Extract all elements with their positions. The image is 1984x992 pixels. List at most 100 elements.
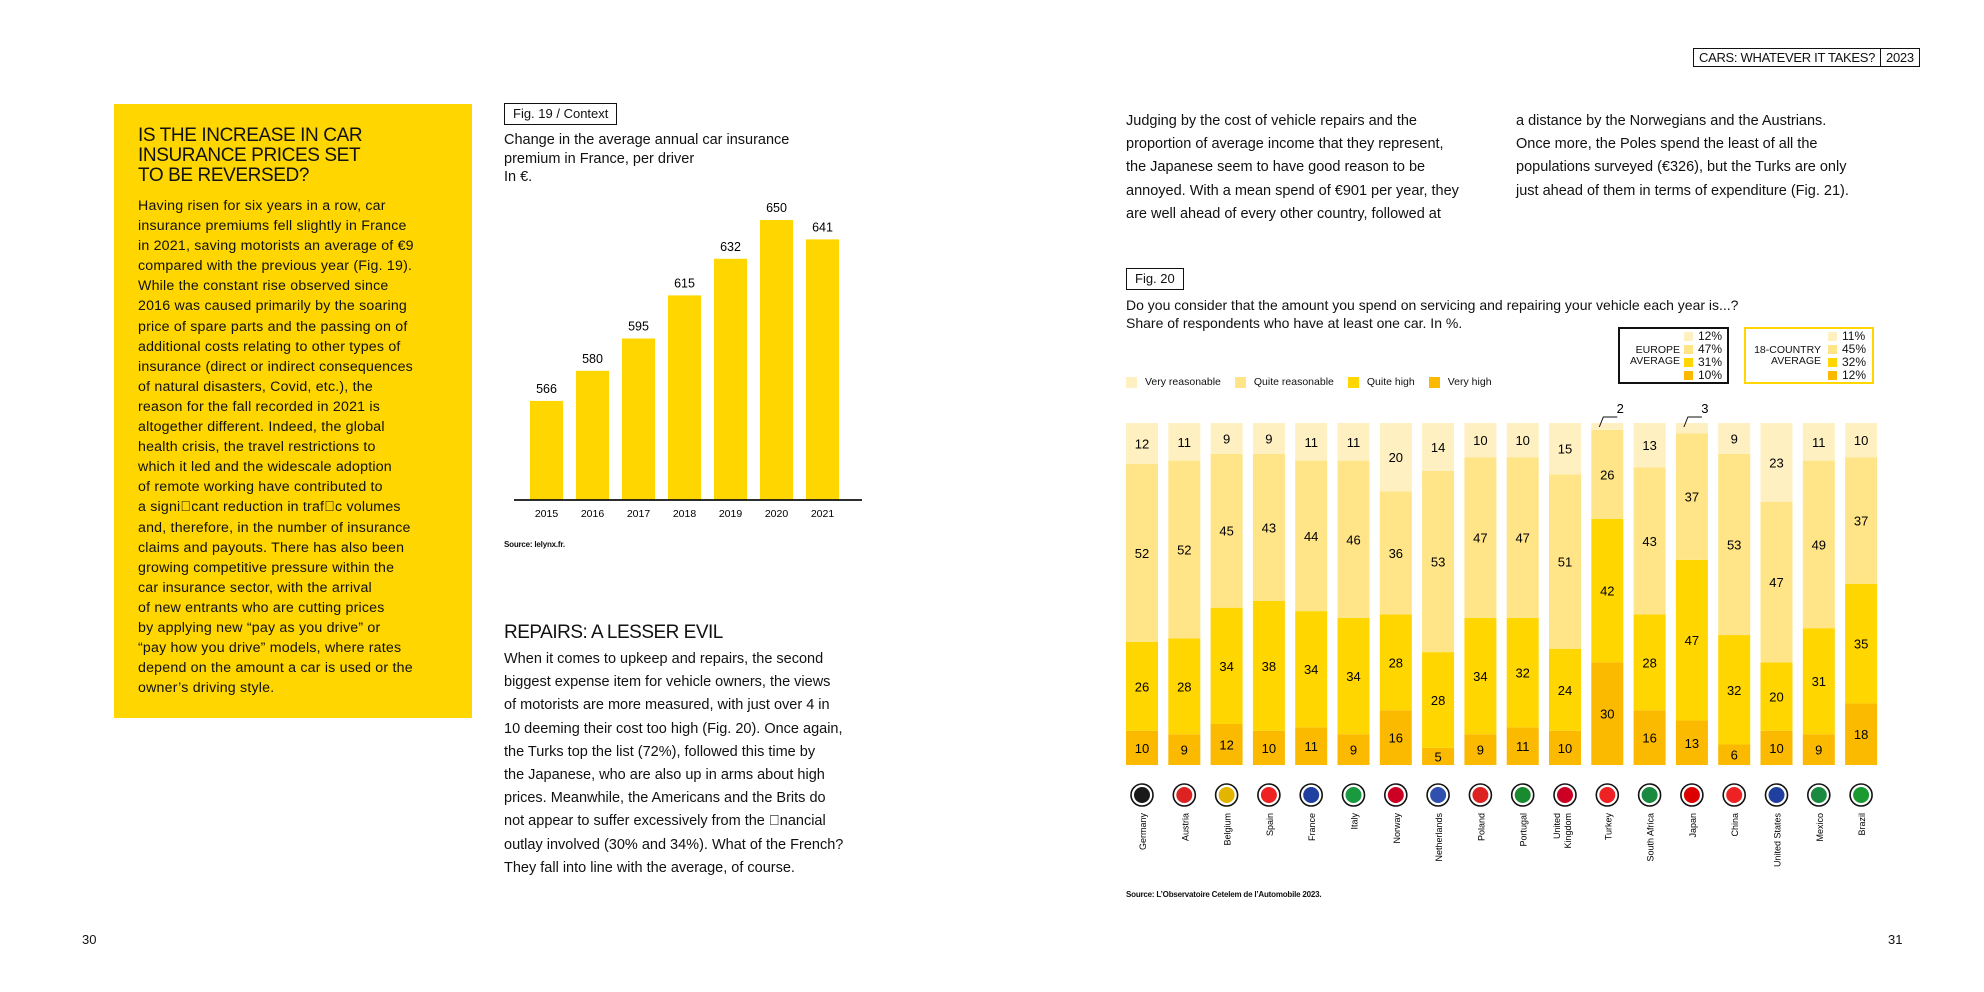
- segment-value-label: 47: [1769, 575, 1783, 590]
- segment-turkey: [1591, 662, 1624, 765]
- segment-value-label: 13: [1685, 736, 1699, 751]
- segment-value-label: 34: [1473, 669, 1487, 684]
- sidebar-body-line: depend on the amount a car is used or th…: [138, 660, 413, 677]
- average-value: 32%: [1842, 355, 1867, 369]
- segment-value-label: 12: [1135, 437, 1149, 452]
- segment-value-label: 26: [1135, 679, 1149, 694]
- segment-norway: [1379, 710, 1412, 765]
- sidebar-body-line: 2016 was caused primarily by the soaring: [138, 298, 408, 315]
- flag-inner: [1176, 787, 1193, 803]
- legend-item: Very reasonable: [1126, 376, 1221, 388]
- fig20-block: Fig. 20 Do you consider that the amount …: [1126, 268, 1738, 332]
- segment-value-label: 52: [1177, 543, 1191, 558]
- segment-value-label: 6: [1731, 748, 1738, 763]
- segment-portugal: [1506, 457, 1539, 618]
- fig20-source: Source: L’Observatoire Cetelem de l’Auto…: [1126, 890, 1322, 899]
- caption-line: Share of respondents who have at least o…: [1126, 315, 1463, 331]
- report-year: 2023: [1880, 49, 1919, 66]
- average-row: 45%: [1828, 343, 1866, 356]
- segment-china: [1718, 635, 1751, 745]
- flag-inner: [1853, 787, 1870, 803]
- bar-2021: [806, 239, 839, 500]
- label-line: AVERAGE: [1771, 355, 1821, 367]
- bar-2016: [576, 370, 609, 500]
- segment-value-label: 28: [1389, 655, 1403, 670]
- callout-line: [1598, 416, 1618, 428]
- bar-value-label: 641: [812, 220, 833, 234]
- country-label: China: [1730, 813, 1740, 837]
- segment-value-label: 43: [1642, 534, 1656, 549]
- swatch: [1828, 371, 1837, 380]
- segment-value-label: 9: [1350, 743, 1357, 758]
- segment-turkey: [1591, 429, 1624, 519]
- bar-value-label: 632: [720, 240, 741, 254]
- europe-average-values: 12% 47% 31% 10%: [1684, 330, 1722, 382]
- segment-united-states: [1760, 730, 1793, 765]
- bar-2015: [530, 400, 563, 500]
- segment-germany: [1126, 464, 1158, 642]
- label-line: 18-COUNTRY: [1754, 344, 1821, 356]
- segment-china: [1718, 423, 1751, 454]
- segment-poland: [1464, 734, 1497, 765]
- segment-value-label: 10: [1558, 741, 1572, 756]
- segment-value-label: 45: [1219, 524, 1233, 539]
- segment-united-kingdom: [1549, 474, 1581, 649]
- sidebar-body-line: of new entrants who are cutting prices: [138, 599, 385, 616]
- sidebar-body-line: “pay how you drive” models, where rates: [138, 640, 402, 657]
- segment-value-label: 11: [1812, 435, 1826, 450]
- segment-value-label: 13: [1642, 438, 1656, 453]
- segment-value-label: 11: [1516, 739, 1530, 754]
- legend-item: Quite high: [1347, 376, 1415, 388]
- segment-austria: [1168, 460, 1201, 639]
- repairs-title: REPAIRS: A LESSER EVIL: [504, 622, 723, 643]
- segment-italy: [1337, 460, 1370, 618]
- segment-value-label: 11: [1347, 435, 1361, 450]
- segment-value-label: 47: [1685, 633, 1699, 648]
- segment-value-label: 10: [1515, 433, 1529, 448]
- sidebar-body-line: insurance premiums fell slightly in Fran…: [138, 218, 407, 235]
- legend-swatch: [1428, 376, 1440, 388]
- sidebar-body-line: health crisis, the travel restrictions t…: [138, 439, 376, 456]
- segment-poland: [1464, 423, 1497, 458]
- x-tick-label: 2021: [811, 508, 835, 520]
- swatch: [1684, 371, 1693, 380]
- segment-value-label: 47: [1473, 531, 1487, 546]
- segment-united-states: [1760, 423, 1793, 502]
- flag-inner: [1218, 787, 1235, 803]
- flag-inner: [1641, 787, 1658, 803]
- bar-value-label: 580: [582, 352, 603, 366]
- bar-2017: [622, 338, 655, 500]
- country-label: France: [1307, 813, 1317, 841]
- segment-japan: [1675, 720, 1708, 765]
- average-row: 12%: [1684, 330, 1722, 343]
- flag-inner: [1683, 787, 1700, 803]
- bar-2020: [760, 220, 793, 500]
- sidebar-body-line: car insurance sector, with the arrival: [138, 579, 372, 596]
- bar-2019: [714, 258, 747, 500]
- x-tick-label: 2016: [581, 508, 605, 520]
- body-line: not appear to suffer excessively from th…: [504, 813, 826, 830]
- segment-norway: [1379, 423, 1412, 492]
- flag-inner: [1599, 787, 1616, 803]
- body-line: They fall into line with the average, of…: [504, 859, 795, 876]
- segment-value-label: 9: [1265, 431, 1272, 446]
- segment-value-label: 10: [1769, 741, 1783, 756]
- average-row: 31%: [1684, 356, 1722, 369]
- europe-average-label: EUROPE AVERAGE: [1630, 345, 1680, 367]
- sidebar-title-line: TO BE REVERSED?: [138, 165, 310, 186]
- legend-swatch: [1347, 376, 1359, 388]
- segment-japan: [1675, 433, 1708, 560]
- body-line: Once more, the Poles spend the least of …: [1516, 136, 1818, 153]
- page-number-left: 30: [82, 932, 97, 947]
- bar-value-label: 566: [536, 382, 557, 396]
- fig19-caption: Change in the average annual car insuran…: [504, 131, 789, 187]
- flag-inner: [1726, 787, 1743, 803]
- segment-value-label: 49: [1812, 537, 1826, 552]
- sidebar-body-line: price of spare parts and the passing on …: [138, 318, 408, 335]
- segment-spain: [1252, 600, 1285, 731]
- segment-value-label: 44: [1304, 529, 1318, 544]
- segment-united-kingdom: [1549, 648, 1581, 731]
- average-value: 12%: [1698, 329, 1723, 343]
- x-tick-label: 2015: [535, 508, 559, 520]
- segment-mexico: [1802, 628, 1835, 735]
